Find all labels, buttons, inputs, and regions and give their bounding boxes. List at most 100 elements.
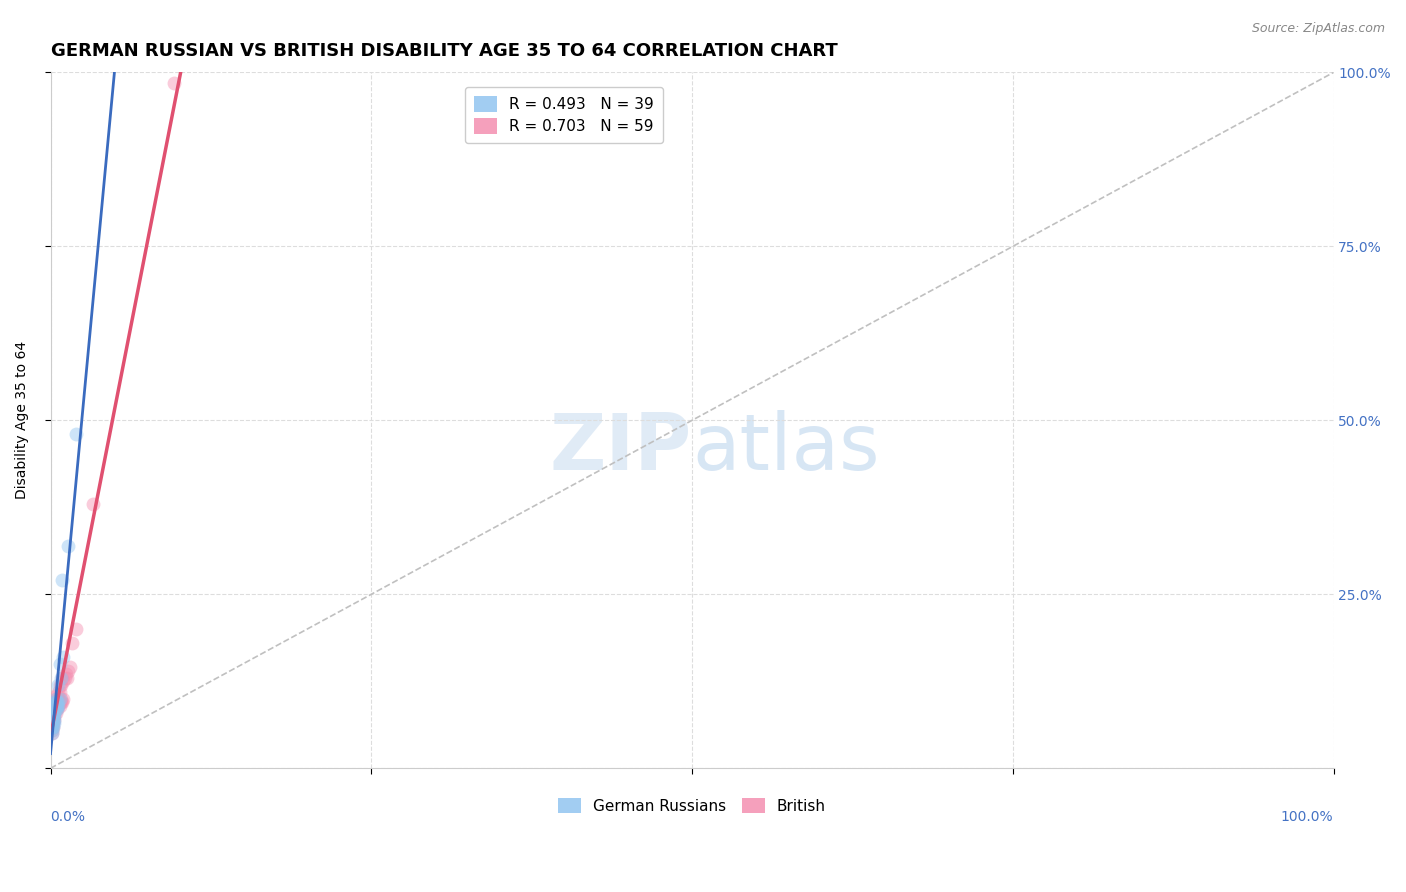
Point [49, 695, 72, 709]
Point [41, 716, 63, 731]
Point [46, 695, 69, 709]
Point [41, 706, 63, 720]
Point [51, 671, 73, 685]
Point [45, 695, 67, 709]
Point [48, 691, 70, 706]
Point [45, 698, 67, 713]
Point [42, 698, 65, 713]
Point [41, 723, 63, 737]
Point [44, 713, 66, 727]
Point [45, 702, 67, 716]
Point [48, 695, 70, 709]
Text: Source: ZipAtlas.com: Source: ZipAtlas.com [1251, 22, 1385, 36]
Point [51, 695, 73, 709]
Point [41, 713, 63, 727]
Y-axis label: Disability Age 35 to 64: Disability Age 35 to 64 [15, 342, 30, 500]
Point [44, 713, 66, 727]
Point [56, 671, 79, 685]
Point [42, 716, 65, 731]
Point [45, 698, 67, 713]
Point [42, 713, 65, 727]
Point [41, 706, 63, 720]
Point [44, 702, 66, 716]
Point [41, 709, 63, 723]
Point [45, 706, 67, 720]
Point [58, 539, 80, 553]
Point [48, 657, 70, 671]
Point [48, 684, 70, 698]
Point [49, 671, 72, 685]
Point [45, 695, 67, 709]
Point [41, 716, 63, 731]
Text: GERMAN RUSSIAN VS BRITISH DISABILITY AGE 35 TO 64 CORRELATION CHART: GERMAN RUSSIAN VS BRITISH DISABILITY AGE… [51, 42, 838, 60]
Point [51, 574, 73, 588]
Point [44, 706, 66, 720]
Point [45, 702, 67, 716]
Point [41, 713, 63, 727]
Point [41, 719, 63, 733]
Point [42, 702, 65, 716]
Point [41, 713, 63, 727]
Point [41, 709, 63, 723]
Text: 100.0%: 100.0% [1281, 810, 1333, 824]
Point [42, 713, 65, 727]
Point [42, 719, 65, 733]
Point [42, 719, 65, 733]
Point [41, 723, 63, 737]
Point [41, 719, 63, 733]
Point [48, 678, 70, 692]
Point [44, 698, 66, 713]
Point [45, 691, 67, 706]
Point [53, 671, 76, 685]
Point [41, 719, 63, 733]
Point [60, 636, 83, 650]
Point [44, 698, 66, 713]
Legend: German Russians, British: German Russians, British [553, 791, 832, 820]
Point [44, 695, 66, 709]
Text: ZIP: ZIP [550, 410, 692, 486]
Point [42, 702, 65, 716]
Point [59, 660, 82, 674]
Point [45, 702, 67, 716]
Point [45, 695, 67, 709]
Point [45, 702, 67, 716]
Point [163, 76, 186, 90]
Point [46, 695, 69, 709]
Point [42, 706, 65, 720]
Point [42, 709, 65, 723]
Point [52, 691, 75, 706]
Point [42, 706, 65, 720]
Text: 0.0%: 0.0% [51, 810, 86, 824]
Point [41, 726, 63, 740]
Point [82, 497, 104, 511]
Point [44, 695, 66, 709]
Point [46, 698, 69, 713]
Point [52, 649, 75, 664]
Point [52, 674, 75, 689]
Point [41, 726, 63, 740]
Point [44, 702, 66, 716]
Point [45, 698, 67, 713]
Point [42, 702, 65, 716]
Point [46, 698, 69, 713]
Point [42, 716, 65, 731]
Point [44, 709, 66, 723]
Point [45, 688, 67, 702]
Point [55, 667, 77, 681]
Point [65, 622, 87, 636]
Point [58, 664, 80, 678]
Point [46, 684, 69, 698]
Text: atlas: atlas [692, 410, 880, 486]
Point [42, 706, 65, 720]
Point [46, 691, 69, 706]
Point [45, 695, 67, 709]
Point [49, 691, 72, 706]
Point [44, 716, 66, 731]
Point [41, 716, 63, 731]
Point [44, 709, 66, 723]
Point [42, 695, 65, 709]
Point [42, 709, 65, 723]
Point [45, 698, 67, 713]
Point [42, 698, 65, 713]
Point [49, 678, 72, 692]
